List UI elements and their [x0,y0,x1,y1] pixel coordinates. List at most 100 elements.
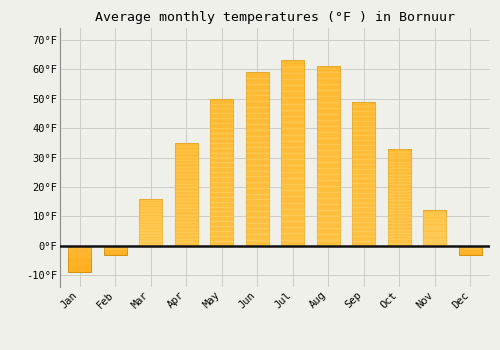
Bar [424,210,446,212]
Bar [281,203,304,209]
Bar [246,229,269,234]
Bar [174,170,198,174]
Bar [210,99,233,104]
Bar [317,114,340,120]
Bar [139,232,162,233]
Bar [281,79,304,85]
Bar [139,230,162,232]
Bar [388,217,411,220]
Bar [424,215,446,216]
Bar [281,159,304,166]
Bar [68,249,91,250]
Bar [210,216,233,221]
Bar [388,194,411,197]
Bar [246,147,269,153]
Bar [174,208,198,211]
Bar [388,201,411,204]
Bar [281,227,304,233]
Bar [210,133,233,138]
Bar [174,153,198,156]
Bar [246,124,269,130]
Bar [424,214,446,215]
Bar [246,72,269,78]
Bar [174,174,198,177]
Bar [352,178,376,183]
Bar [424,229,446,231]
Bar [174,191,198,194]
Bar [281,60,304,66]
Bar [352,126,376,131]
Bar [352,188,376,193]
Bar [281,147,304,153]
Bar [352,164,376,169]
Bar [139,216,162,218]
Bar [424,228,446,229]
Bar [139,227,162,229]
Bar [174,215,198,218]
Bar [352,150,376,154]
Bar [317,102,340,108]
Bar [210,167,233,172]
Bar [424,216,446,218]
Bar [281,134,304,141]
Bar [246,95,269,101]
Bar [352,106,376,111]
Bar [68,266,91,267]
Bar [388,149,411,152]
Bar [281,240,304,246]
Bar [210,99,233,246]
Bar [352,183,376,188]
Bar [68,246,91,247]
Bar [210,104,233,108]
Bar [174,205,198,208]
Bar [139,239,162,241]
Bar [281,97,304,104]
Bar [246,194,269,199]
Bar [210,177,233,182]
Bar [388,226,411,230]
Bar [68,270,91,271]
Bar [210,138,233,143]
Bar [424,223,446,225]
Bar [139,236,162,238]
Bar [68,247,91,248]
Bar [174,143,198,146]
Bar [281,209,304,215]
Bar [246,159,269,165]
Bar [139,233,162,235]
Bar [424,244,446,245]
Bar [174,194,198,198]
Bar [139,221,162,222]
Bar [388,165,411,168]
Bar [139,244,162,246]
Bar [246,136,269,142]
Bar [281,141,304,147]
Bar [317,138,340,144]
Bar [246,130,269,136]
Bar [68,246,91,272]
Bar [424,219,446,220]
Bar [246,217,269,223]
Bar [246,234,269,240]
Bar [104,246,126,255]
Bar [388,184,411,188]
Bar [352,193,376,198]
Bar [281,190,304,196]
Bar [174,156,198,160]
Bar [139,200,162,202]
Bar [210,192,233,197]
Bar [388,243,411,246]
Bar [139,203,162,205]
Bar [68,259,91,260]
Bar [174,167,198,170]
Bar [210,221,233,226]
Bar [210,226,233,231]
Bar [317,198,340,204]
Bar [352,212,376,217]
Bar [210,206,233,211]
Bar [317,126,340,132]
Bar [246,118,269,124]
Bar [317,216,340,222]
Bar [210,118,233,123]
Bar [246,101,269,107]
